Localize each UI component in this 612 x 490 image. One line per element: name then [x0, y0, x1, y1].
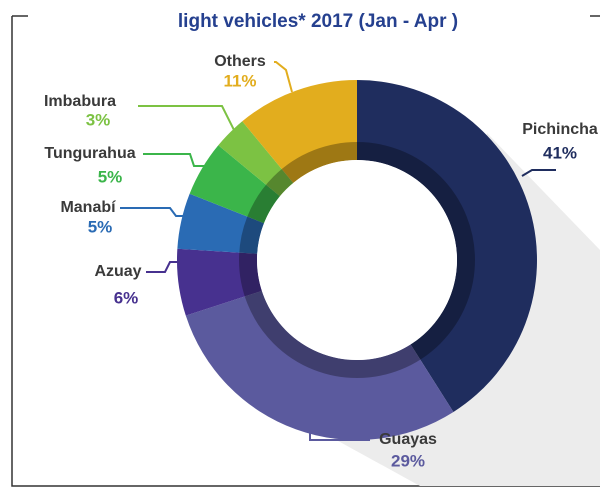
category-label: Imbabura: [44, 93, 116, 110]
value-label: 5%: [88, 217, 113, 236]
slice: [177, 193, 265, 254]
value-label: 3%: [86, 110, 111, 129]
slice: [218, 121, 294, 197]
value-label: 11%: [223, 71, 256, 90]
leader-line: [138, 105, 235, 131]
chart-title: light vehicles* 2017 (Jan - Apr ): [178, 11, 458, 32]
value-label: 41%: [543, 143, 577, 162]
leader-line: [521, 169, 556, 177]
value-label: 6%: [114, 288, 139, 307]
leader-line: [309, 414, 370, 441]
leader-line: [143, 153, 205, 167]
leader-line: [274, 61, 293, 93]
inner-ring: [239, 142, 475, 378]
hole: [257, 160, 457, 360]
category-label: Manabí: [60, 199, 116, 216]
leader-line: [146, 261, 182, 273]
donut: [177, 80, 538, 441]
category-label: Guayas: [379, 431, 437, 448]
slice: [357, 80, 538, 412]
labels: Pichincha41%Guayas29%Azuay6%Manabí5%Tung…: [44, 53, 598, 470]
category-label: Others: [214, 53, 266, 70]
category-label: Azuay: [94, 263, 141, 280]
category-label: Pichincha: [522, 121, 598, 138]
value-label: 29%: [391, 451, 425, 470]
slice: [177, 248, 262, 316]
frame: [11, 40, 600, 487]
leader-line: [120, 207, 186, 217]
slice: [189, 145, 280, 224]
value-label: 5%: [98, 167, 123, 186]
category-label: Tungurahua: [44, 145, 135, 162]
slice: [242, 80, 357, 183]
slice: [185, 290, 454, 441]
